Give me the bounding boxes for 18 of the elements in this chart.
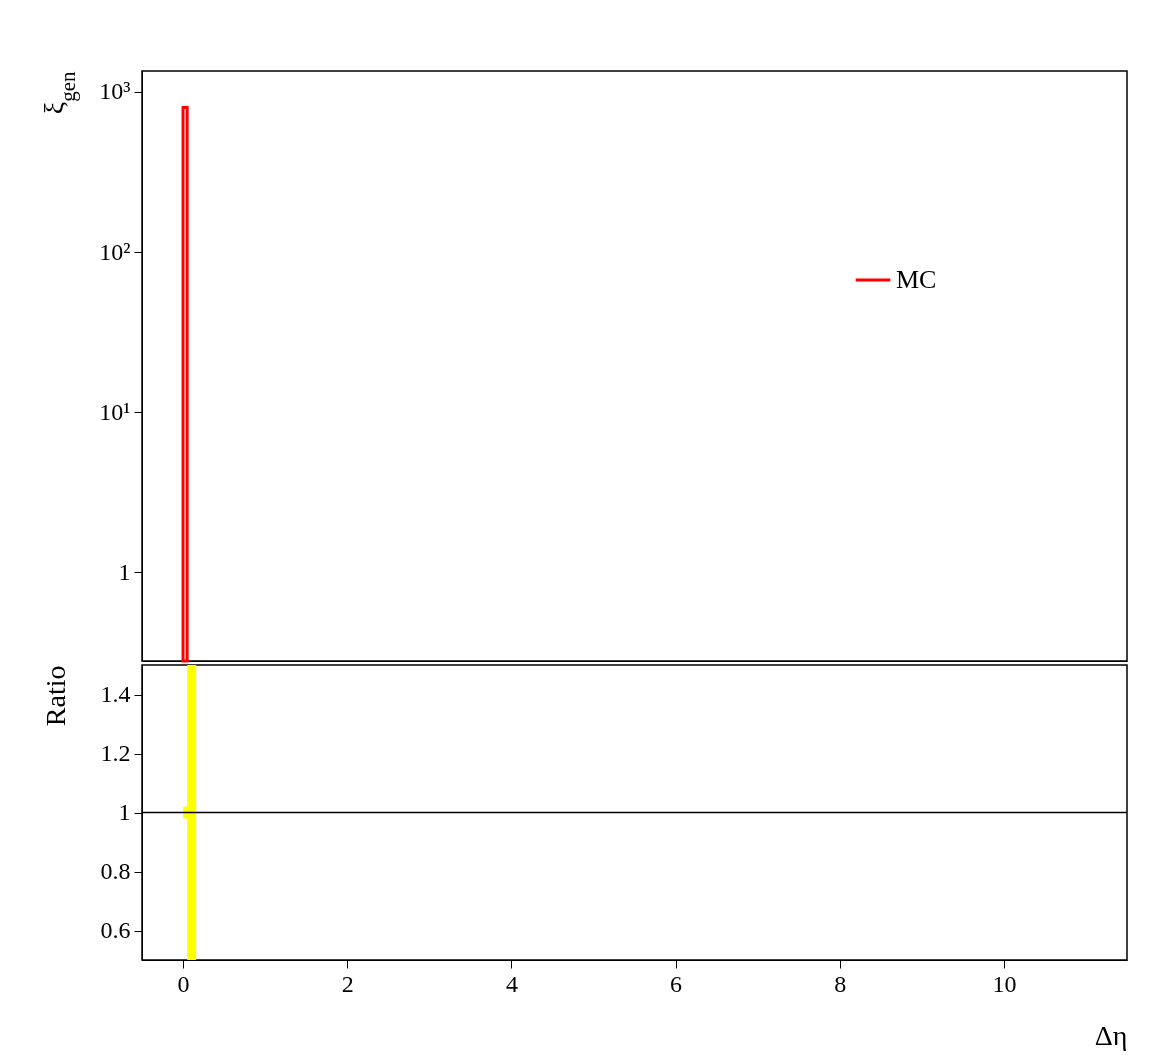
legend-label: MC: [896, 265, 937, 294]
x-axis-title: Δη: [1094, 1019, 1128, 1051]
x-tick-label: 8: [834, 970, 847, 997]
y-tick-label: 10¹: [99, 398, 131, 425]
x-tick-label: 6: [670, 970, 683, 997]
y-tick-label: 10³: [99, 78, 131, 105]
y-tick-label: 0.6: [100, 917, 131, 943]
x-tick-label: 10: [992, 970, 1017, 997]
x-tick-label: 2: [341, 970, 354, 997]
y-tick-label: 1: [118, 799, 131, 825]
y-tick-label: 10²: [99, 238, 131, 265]
y-tick-label: 1.2: [100, 740, 131, 766]
y-tick-label: 1.4: [100, 681, 131, 707]
y-tick-label: 0.8: [100, 858, 131, 884]
y-axis-title: Ratio: [39, 665, 71, 727]
x-tick-label: 0: [177, 970, 190, 997]
y-tick-label: 1: [118, 558, 131, 585]
x-tick-label: 4: [505, 970, 518, 997]
